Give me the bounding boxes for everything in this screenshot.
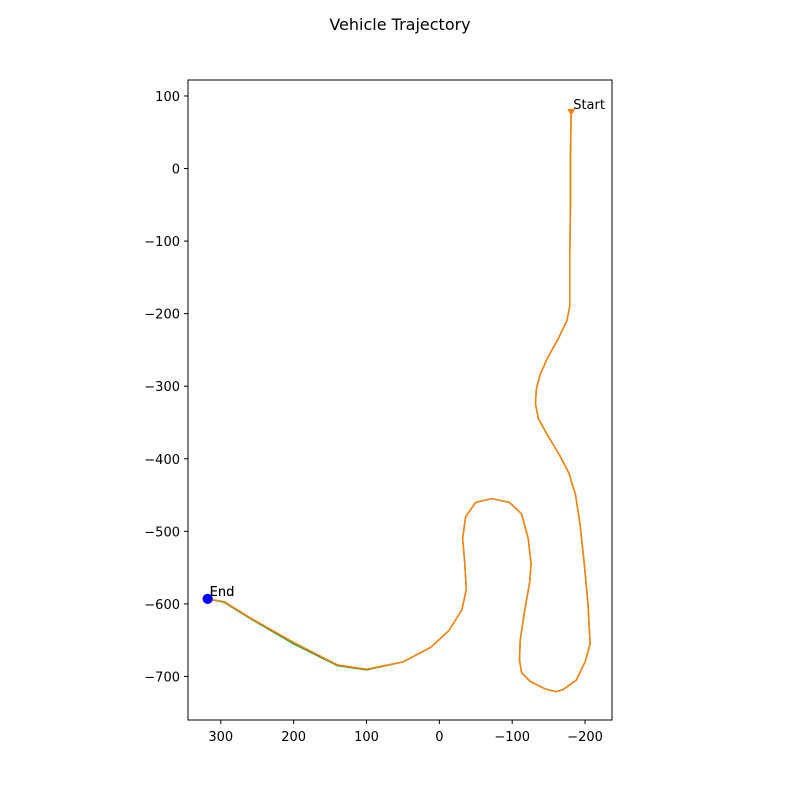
marker-label-1: End [210, 585, 235, 600]
y-tick-label-1: 0 [172, 163, 180, 178]
plot-frame [187, 79, 613, 721]
y-tick-label-4: −300 [144, 380, 180, 395]
y-tick-label-2: −100 [144, 235, 180, 250]
x-tick-label-3: 0 [435, 730, 443, 745]
x-tick-label-5: −200 [567, 730, 603, 745]
y-tick-label-5: −400 [144, 453, 180, 468]
start-marker [567, 108, 576, 116]
marker-label-0: Start [573, 98, 605, 113]
axes: 300 200 100 0 −100 −200 100 0 −100 −200 −300 −400 −5… [144, 90, 603, 745]
end-marker-2 [202, 593, 213, 604]
marker-label-2: End [210, 585, 235, 600]
x-tick-label-1: 200 [281, 730, 306, 745]
y-tick-label-7: −600 [144, 598, 180, 613]
y-tick-label-8: −700 [144, 670, 180, 685]
trajectory-line-1 [207, 111, 591, 693]
y-tick-label-3: −200 [144, 308, 180, 323]
trajectory-line-0 [207, 111, 591, 693]
x-tick-label-0: 300 [208, 730, 233, 745]
y-tick-label-6: −500 [144, 525, 180, 540]
y-tick-label-0: 100 [155, 90, 180, 105]
x-tick-label-4: −100 [494, 730, 530, 745]
x-tick-label-2: 100 [354, 730, 379, 745]
chart-title: Vehicle Trajectory [329, 15, 470, 34]
